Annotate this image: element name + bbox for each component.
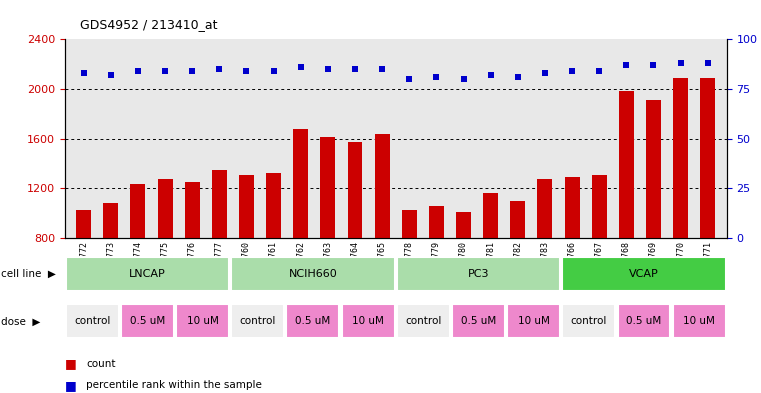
Bar — [673, 78, 688, 337]
Text: ■: ■ — [65, 378, 76, 392]
Bar — [511, 200, 525, 337]
Bar — [348, 142, 362, 337]
Point — [268, 68, 280, 74]
Point — [403, 76, 416, 82]
Bar — [562, 257, 726, 291]
Point — [376, 66, 388, 72]
Point — [430, 74, 442, 80]
Text: 0.5 uM: 0.5 uM — [130, 316, 165, 326]
Point — [78, 70, 90, 76]
Bar — [507, 304, 560, 338]
Bar — [76, 211, 91, 337]
Text: GDS4952 / 213410_at: GDS4952 / 213410_at — [80, 18, 218, 31]
Point — [240, 68, 253, 74]
Point — [132, 68, 144, 74]
Text: 0.5 uM: 0.5 uM — [626, 316, 661, 326]
Text: LNCAP: LNCAP — [129, 269, 166, 279]
Text: VCAP: VCAP — [629, 269, 659, 279]
Point — [593, 68, 605, 74]
Bar — [452, 304, 505, 338]
Text: control: control — [74, 316, 110, 326]
Text: control: control — [571, 316, 607, 326]
Text: 10 uM: 10 uM — [517, 316, 549, 326]
Bar — [396, 257, 560, 291]
Bar — [231, 257, 395, 291]
Bar — [592, 174, 607, 337]
Point — [485, 72, 497, 78]
Text: dose  ▶: dose ▶ — [1, 316, 40, 326]
Bar — [293, 129, 308, 337]
Text: cell line  ▶: cell line ▶ — [1, 269, 56, 279]
Bar — [562, 304, 616, 338]
Bar — [130, 184, 145, 337]
Bar — [103, 203, 118, 337]
Bar — [537, 180, 552, 337]
Bar — [617, 304, 670, 338]
Bar — [396, 304, 450, 338]
Bar — [239, 174, 254, 337]
Point — [159, 68, 171, 74]
Text: 10 uM: 10 uM — [683, 316, 715, 326]
Bar — [176, 304, 229, 338]
Point — [349, 66, 361, 72]
Text: 0.5 uM: 0.5 uM — [461, 316, 496, 326]
Bar — [212, 169, 227, 337]
Point — [457, 76, 470, 82]
Bar — [65, 304, 119, 338]
Text: control: control — [240, 316, 276, 326]
Bar — [700, 78, 715, 337]
Bar — [185, 182, 199, 337]
Point — [539, 70, 551, 76]
Text: percentile rank within the sample: percentile rank within the sample — [86, 380, 262, 390]
Text: PC3: PC3 — [468, 269, 489, 279]
Point — [674, 60, 686, 66]
Point — [511, 74, 524, 80]
Bar — [483, 193, 498, 337]
Bar — [646, 100, 661, 337]
Bar — [374, 134, 390, 337]
Point — [295, 64, 307, 70]
Bar — [565, 177, 580, 337]
Point — [566, 68, 578, 74]
Text: 10 uM: 10 uM — [186, 316, 218, 326]
Bar — [286, 304, 339, 338]
Bar — [342, 304, 395, 338]
Bar — [456, 212, 471, 337]
Point — [648, 62, 660, 68]
Point — [186, 68, 199, 74]
Point — [620, 62, 632, 68]
Point — [213, 66, 225, 72]
Text: NCIH660: NCIH660 — [288, 269, 337, 279]
Text: count: count — [86, 358, 116, 369]
Point — [702, 60, 714, 66]
Bar — [158, 180, 173, 337]
Bar — [402, 211, 417, 337]
Bar — [266, 173, 281, 337]
Bar — [231, 304, 285, 338]
Bar — [619, 92, 634, 337]
Bar — [65, 257, 229, 291]
Text: 10 uM: 10 uM — [352, 316, 384, 326]
Text: control: control — [405, 316, 441, 326]
Bar — [121, 304, 174, 338]
Bar — [429, 206, 444, 337]
Text: 0.5 uM: 0.5 uM — [295, 316, 330, 326]
Point — [105, 72, 117, 78]
Point — [322, 66, 334, 72]
Text: ■: ■ — [65, 357, 76, 370]
Bar — [673, 304, 726, 338]
Bar — [320, 137, 336, 337]
